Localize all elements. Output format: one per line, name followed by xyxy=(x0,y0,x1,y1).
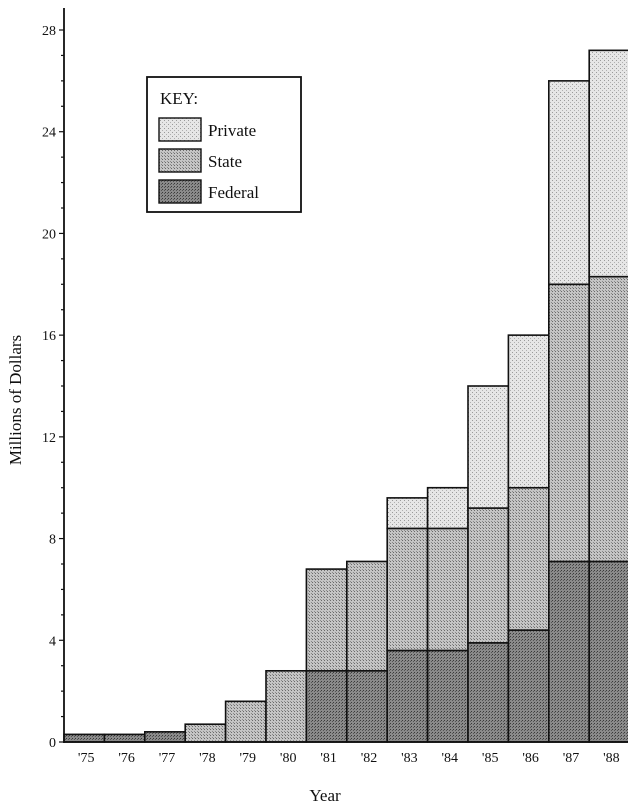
legend-label-federal: Federal xyxy=(208,183,259,202)
x-axis-label: Year xyxy=(309,786,341,805)
x-tick-label: '76 xyxy=(118,751,135,766)
x-tick-label: '80 xyxy=(280,751,297,766)
bar-state-12 xyxy=(547,283,590,563)
bar-federal-6 xyxy=(305,669,348,743)
y-tick-label: 28 xyxy=(42,24,56,39)
bar-federal-10 xyxy=(467,642,510,743)
bar-private-9 xyxy=(426,486,469,530)
bar-state-7 xyxy=(345,560,388,672)
x-tick-label: '87 xyxy=(563,751,580,766)
x-tick-label: '85 xyxy=(482,751,499,766)
bar-federal-13 xyxy=(588,560,628,743)
x-tick-label: '79 xyxy=(240,751,257,766)
y-tick-label: 24 xyxy=(42,126,56,141)
legend-swatch-state xyxy=(158,148,202,173)
y-tick-label: 12 xyxy=(42,431,56,446)
bar-federal-7 xyxy=(345,669,388,743)
bar-private-8 xyxy=(386,497,429,530)
legend-label-private: Private xyxy=(208,121,256,140)
legend-title: KEY: xyxy=(160,89,198,108)
x-tick-label: '83 xyxy=(401,751,418,766)
x-tick-label: '81 xyxy=(320,751,337,766)
axis-layer: 0 4 8 12 16 20 24 28 '75 '76 '77 '78 '79 '80 '81 '82 '83… xyxy=(42,8,628,766)
x-tick-label: '82 xyxy=(361,751,378,766)
axis-labels: Millions of Dollars Year xyxy=(6,335,341,805)
bar-federal-0 xyxy=(63,733,106,743)
x-tick-label: '78 xyxy=(199,751,216,766)
y-tick-label: 20 xyxy=(42,227,56,242)
bar-state-10 xyxy=(467,507,510,644)
bar-private-10 xyxy=(467,385,510,509)
bar-private-12 xyxy=(547,80,590,286)
y-axis-label: Millions of Dollars xyxy=(6,335,25,465)
bars-layer xyxy=(63,49,628,743)
y-tick-label: 16 xyxy=(42,329,56,344)
bar-private-11 xyxy=(507,334,550,489)
bar-state-5 xyxy=(265,669,308,743)
x-tick-label: '88 xyxy=(603,751,620,766)
bar-federal-1 xyxy=(103,733,146,743)
y-tick-label: 0 xyxy=(49,736,56,751)
bar-private-13 xyxy=(588,49,628,278)
legend-swatch-federal xyxy=(158,179,202,204)
bar-state-9 xyxy=(426,527,469,652)
x-tick-label: '75 xyxy=(78,751,95,766)
bar-federal-12 xyxy=(547,560,590,743)
bar-federal-8 xyxy=(386,649,429,743)
x-tick-label: '84 xyxy=(442,751,459,766)
legend-swatch-private xyxy=(158,117,202,142)
bar-state-4 xyxy=(224,700,267,743)
bar-state-13 xyxy=(588,275,628,563)
bar-federal-9 xyxy=(426,649,469,743)
y-tick-label: 8 xyxy=(49,533,56,548)
bar-state-8 xyxy=(386,527,429,652)
legend-label-state: State xyxy=(208,152,242,171)
x-tick-label: '77 xyxy=(159,751,176,766)
legend: KEY: Private State Federal xyxy=(146,76,302,213)
y-tick-label: 4 xyxy=(49,634,56,649)
bar-federal-2 xyxy=(144,731,187,743)
bar-state-6 xyxy=(305,568,348,672)
bar-state-3 xyxy=(184,723,227,743)
x-tick-label: '86 xyxy=(522,751,539,766)
bar-state-11 xyxy=(507,486,550,631)
bar-federal-11 xyxy=(507,629,550,743)
